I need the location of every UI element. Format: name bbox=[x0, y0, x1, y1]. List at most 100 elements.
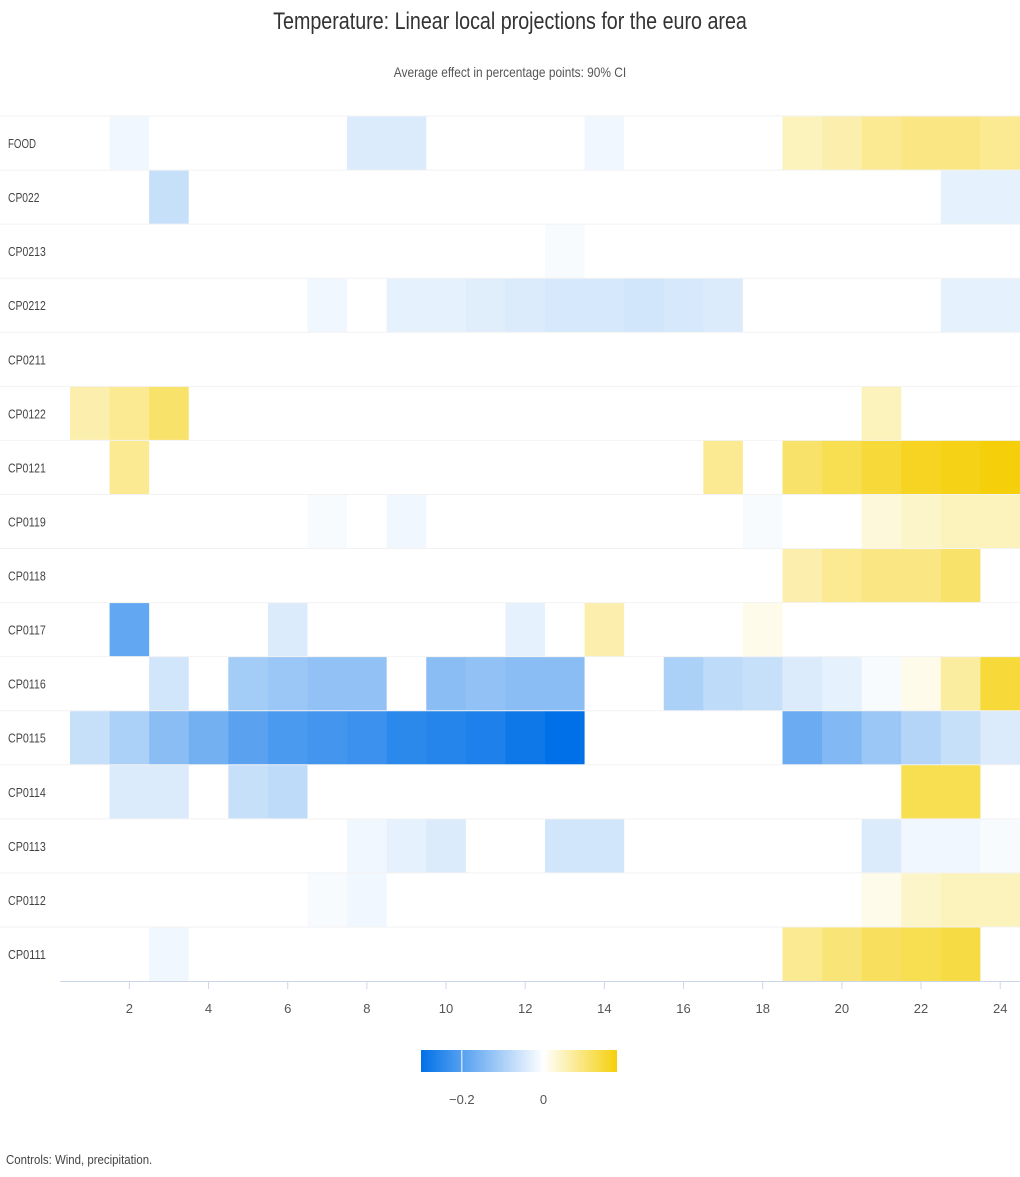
heatmap-cell bbox=[347, 494, 388, 549]
heatmap-cell bbox=[742, 224, 783, 279]
heatmap-cell bbox=[901, 116, 942, 171]
heatmap-cell bbox=[267, 224, 308, 279]
heatmap-cell bbox=[822, 116, 863, 171]
heatmap-cell bbox=[703, 224, 744, 279]
heatmap-cell bbox=[901, 872, 942, 928]
heatmap-cell bbox=[465, 872, 506, 928]
row-label: CP0211 bbox=[8, 352, 46, 367]
heatmap-cell bbox=[426, 116, 467, 171]
heatmap-cell bbox=[109, 548, 150, 604]
heatmap-cell bbox=[901, 656, 942, 712]
heatmap-cell bbox=[188, 548, 229, 604]
x-tick-label: 10 bbox=[439, 1001, 453, 1016]
heatmap-cell bbox=[545, 116, 586, 171]
heatmap-cell bbox=[782, 602, 823, 658]
heatmap-cell bbox=[505, 710, 546, 766]
heatmap-cell bbox=[386, 224, 427, 279]
heatmap-cell bbox=[980, 656, 1020, 712]
heatmap-cell bbox=[782, 872, 823, 928]
heatmap-cell bbox=[663, 926, 704, 982]
heatmap-cell bbox=[940, 278, 981, 333]
row-label: CP0121 bbox=[8, 460, 46, 475]
heatmap-cell bbox=[188, 116, 229, 171]
heatmap-cell bbox=[70, 710, 111, 766]
heatmap-cell bbox=[465, 116, 506, 171]
heatmap-cell bbox=[149, 440, 190, 495]
heatmap-cell bbox=[465, 926, 506, 982]
heatmap-cell bbox=[505, 224, 546, 279]
heatmap-cell bbox=[940, 548, 981, 604]
x-tick-label: 16 bbox=[676, 1001, 690, 1016]
heatmap-cell bbox=[703, 278, 744, 333]
heatmap-cell bbox=[228, 602, 269, 658]
heatmap-cell bbox=[663, 548, 704, 604]
heatmap-cell bbox=[624, 710, 665, 766]
heatmap-cell bbox=[663, 872, 704, 928]
heatmap-cell bbox=[901, 602, 942, 658]
x-tick-label: 22 bbox=[914, 1001, 928, 1016]
heatmap-cell bbox=[149, 926, 190, 982]
heatmap-cell bbox=[386, 872, 427, 928]
heatmap-cell bbox=[505, 548, 546, 604]
heatmap-cell bbox=[822, 818, 863, 874]
heatmap-cell bbox=[624, 386, 665, 441]
heatmap-cell bbox=[742, 548, 783, 604]
heatmap-cell bbox=[426, 602, 467, 658]
heatmap-cell bbox=[307, 602, 348, 658]
heatmap-cell bbox=[505, 818, 546, 874]
heatmap-cell bbox=[109, 602, 150, 658]
heatmap-cell bbox=[782, 656, 823, 712]
heatmap-cell bbox=[584, 332, 625, 387]
heatmap-cell bbox=[782, 116, 823, 171]
heatmap-cell bbox=[980, 818, 1020, 874]
heatmap-cell bbox=[109, 872, 150, 928]
heatmap-cell bbox=[188, 710, 229, 766]
heatmap-cell bbox=[307, 332, 348, 387]
heatmap-cell bbox=[505, 386, 546, 441]
heatmap-cell bbox=[188, 170, 229, 225]
heatmap-cell bbox=[703, 710, 744, 766]
heatmap-cell bbox=[742, 386, 783, 441]
row-labels: FOOD CP022 CP0213 CP0212 CP0211 CP0122 CP0121 C… bbox=[0, 115, 1020, 962]
row-label: CP0118 bbox=[8, 569, 46, 584]
heatmap-cell bbox=[188, 332, 229, 387]
heatmap-cell bbox=[307, 818, 348, 874]
heatmap-cell bbox=[782, 818, 823, 874]
heatmap-cell bbox=[188, 818, 229, 874]
heatmap-cell bbox=[703, 872, 744, 928]
heatmap-cell bbox=[822, 548, 863, 604]
heatmap-cell bbox=[822, 872, 863, 928]
heatmap-cell bbox=[703, 764, 744, 820]
heatmap-cell bbox=[465, 332, 506, 387]
heatmap-cell bbox=[465, 494, 506, 549]
heatmap-cell bbox=[386, 332, 427, 387]
heatmap-cell bbox=[901, 764, 942, 820]
heatmap-cell bbox=[228, 494, 269, 549]
heatmap-cell bbox=[624, 926, 665, 982]
heatmap-cell bbox=[307, 926, 348, 982]
heatmap-cell bbox=[70, 224, 111, 279]
heatmap-cell bbox=[980, 764, 1020, 820]
heatmap-cell bbox=[465, 710, 506, 766]
heatmap-cell bbox=[703, 170, 744, 225]
heatmap-cell bbox=[307, 872, 348, 928]
heatmap-cell bbox=[386, 116, 427, 171]
heatmap-cell bbox=[109, 818, 150, 874]
heatmap-cell bbox=[980, 710, 1020, 766]
heatmap-cell bbox=[901, 386, 942, 441]
heatmap-cell bbox=[386, 548, 427, 604]
heatmap-cell bbox=[663, 224, 704, 279]
heatmap-cell bbox=[505, 926, 546, 982]
heatmap-cell bbox=[505, 170, 546, 225]
heatmap-cell bbox=[228, 872, 269, 928]
heatmap-cell bbox=[228, 548, 269, 604]
heatmap-cell bbox=[822, 224, 863, 279]
row-label: CP0111 bbox=[8, 947, 46, 962]
heatmap-cell bbox=[742, 656, 783, 712]
heatmap-cell bbox=[703, 602, 744, 658]
heatmap-cell bbox=[70, 926, 111, 982]
heatmap-cell bbox=[545, 278, 586, 333]
heatmap-cell bbox=[703, 494, 744, 549]
heatmap-cell bbox=[307, 494, 348, 549]
heatmap-cell bbox=[267, 548, 308, 604]
